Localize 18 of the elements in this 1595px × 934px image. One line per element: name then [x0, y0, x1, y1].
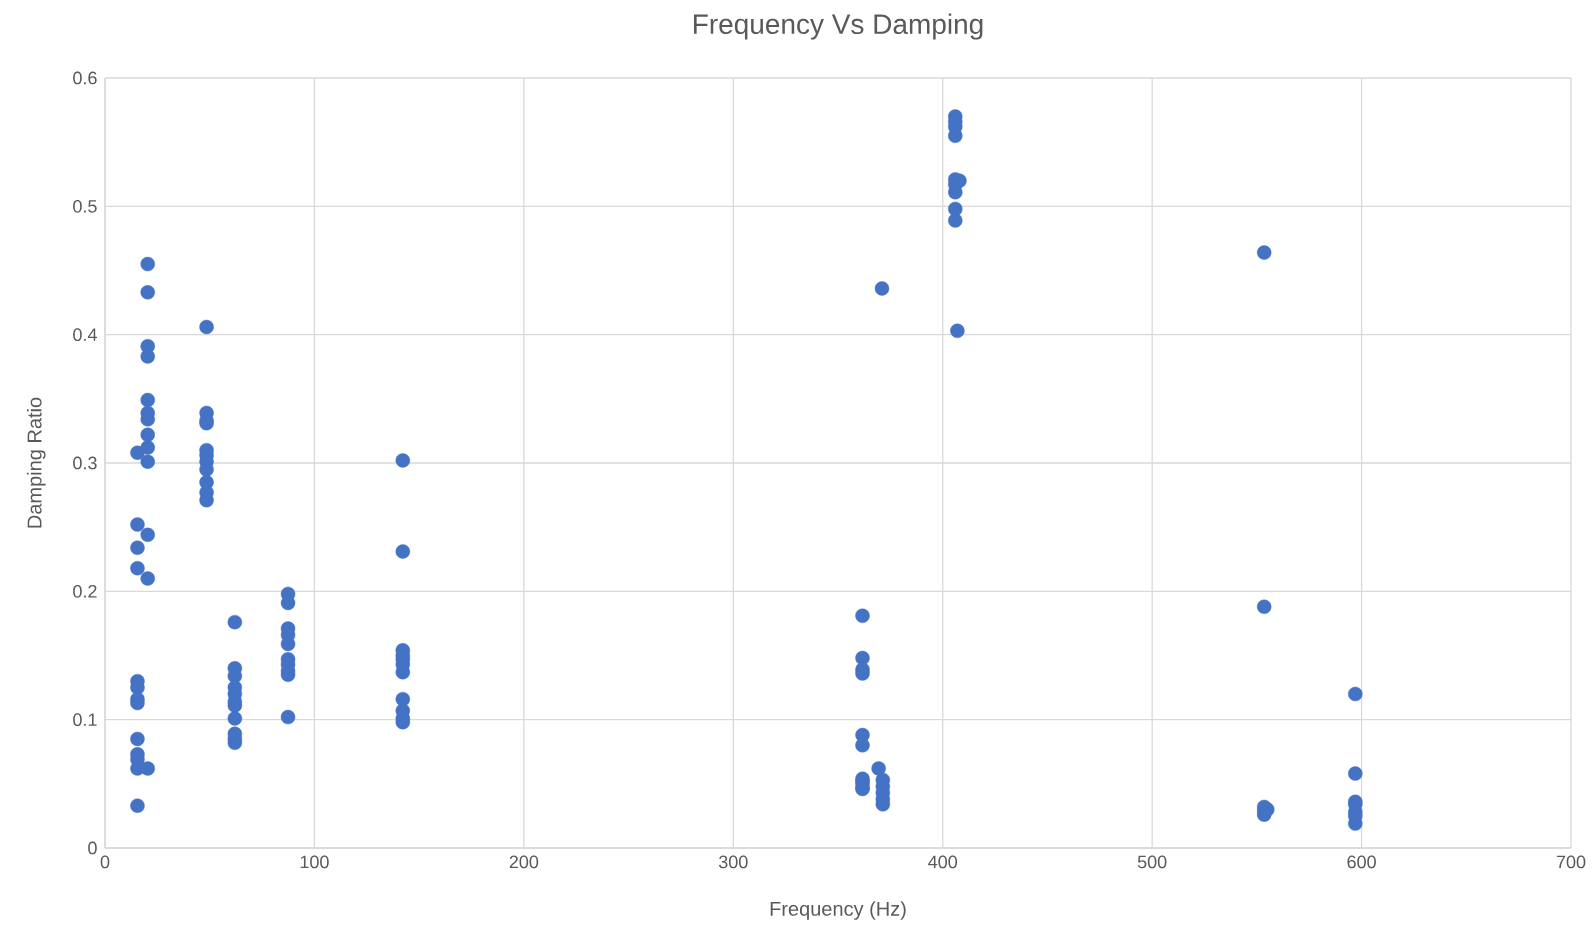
x-tick-label: 600	[1347, 855, 1376, 869]
y-axis-title: Damping Ratio	[26, 397, 46, 528]
y-tick-label: 0.2	[73, 584, 97, 598]
y-tick-label: 0.6	[73, 71, 97, 85]
y-tick-label: 0	[88, 841, 97, 855]
chart-title: Frequency Vs Damping	[694, 13, 983, 40]
x-tick-label: 400	[928, 855, 958, 869]
x-tick-label: 500	[1137, 855, 1167, 869]
y-tick-label: 0.5	[73, 199, 97, 213]
x-tick-label: 300	[718, 855, 748, 869]
y-tick-label: 0.4	[73, 328, 97, 342]
y-tick-label: 0.3	[73, 456, 97, 470]
x-tick-label: 700	[1556, 855, 1586, 869]
x-tick-label: 200	[509, 855, 539, 869]
x-axis-title: Frequency (Hz)	[770, 901, 906, 920]
x-tick-label: 0	[100, 855, 110, 869]
x-tick-label: 100	[300, 855, 329, 869]
y-tick-label: 0.1	[73, 713, 97, 727]
